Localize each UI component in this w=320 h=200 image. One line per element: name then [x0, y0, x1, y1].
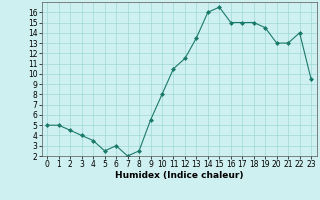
- X-axis label: Humidex (Indice chaleur): Humidex (Indice chaleur): [115, 171, 244, 180]
